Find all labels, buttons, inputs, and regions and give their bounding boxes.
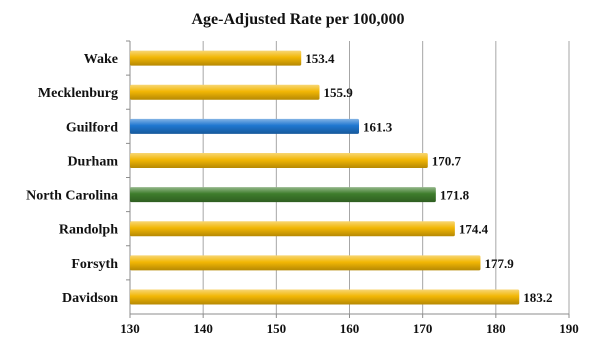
x-tick-label: 180 [486,321,506,336]
bar [130,84,320,100]
bar [130,118,360,134]
bar [130,50,302,66]
x-tick-label: 140 [193,321,213,336]
value-label: 171.8 [440,188,470,203]
value-label: 153.4 [305,51,335,66]
category-label: Wake [84,52,118,67]
category-label: Davidson [62,291,118,306]
category-label: Mecklenburg [38,86,118,101]
bar [130,255,481,271]
bar [130,152,428,168]
value-label: 170.7 [432,153,462,168]
x-tick-label: 170 [413,321,433,336]
category-label: Durham [67,154,118,169]
value-label: 155.9 [324,85,354,100]
x-tick-label: 190 [559,321,579,336]
category-axis: Wake Mecklenburg Guilford Durham North Carol… [26,40,130,306]
value-label: 174.4 [459,222,489,237]
bars: 153.4 155.9 161.3 170.7 171.8 174.4 177.9 183.2 [130,50,552,305]
x-tick-label: 150 [267,321,287,336]
value-axis: 130 140 150 160 170 180 190 [120,313,579,336]
value-label: 183.2 [523,290,552,305]
category-label: Forsyth [71,257,118,272]
grid-lines [129,41,570,314]
x-tick-label: 130 [120,321,140,336]
category-label: Randolph [59,223,118,238]
category-label: Guilford [66,120,118,135]
bar [130,187,436,203]
value-label: 177.9 [484,256,514,271]
bar [130,221,455,237]
value-label: 161.3 [363,119,393,134]
chart-title: Age-Adjusted Rate per 100,000 [191,11,404,28]
bar [130,289,520,305]
category-label: North Carolina [26,189,118,204]
x-tick-label: 160 [340,321,360,336]
